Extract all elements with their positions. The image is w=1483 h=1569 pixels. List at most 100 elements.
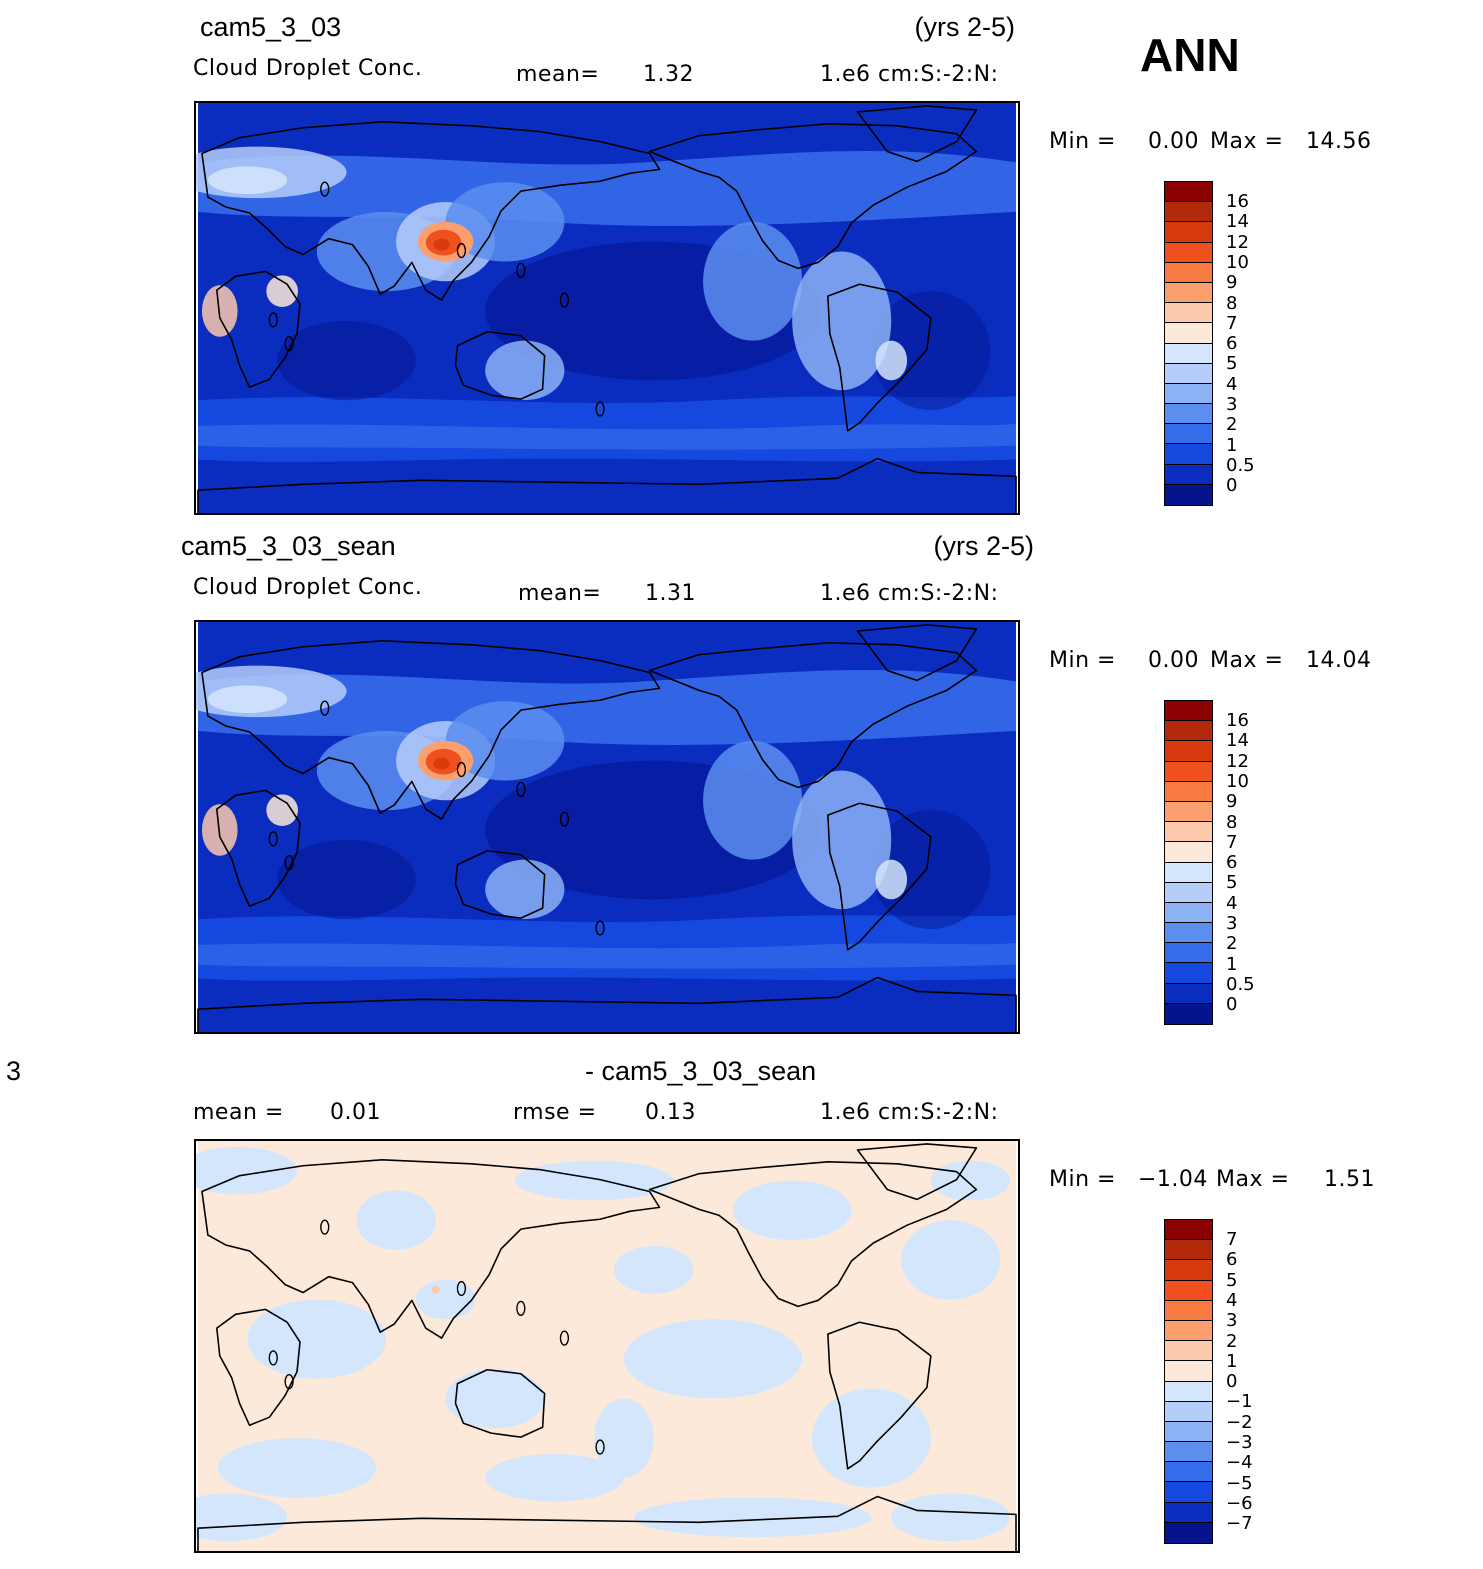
panel-1-colorbar-swatch [1165, 262, 1212, 283]
colorbar-tick-label: 7 [1226, 1229, 1238, 1250]
panel-2-colorbar-swatch [1165, 701, 1212, 722]
colorbar-tick-label: 0 [1226, 1371, 1238, 1393]
colorbar-tick-label: 7 [1226, 312, 1238, 334]
panel-1-map [194, 101, 1020, 515]
colorbar-tick-label: 3 [1226, 1310, 1238, 1332]
diff-colorbar-swatch [1165, 1341, 1212, 1362]
panel-1-colorbar-swatch [1165, 182, 1212, 203]
panel-2-case-name: cam5_3_03_sean [181, 531, 396, 561]
colorbar-tick-label: 3 [1226, 913, 1238, 934]
colorbar-tick-label: 4 [1226, 1289, 1238, 1311]
colorbar-tick-label: 1 [1226, 1350, 1238, 1372]
diff-title: - cam5_3_03_sean [585, 1056, 817, 1086]
colorbar-tick-label: −3 [1226, 1432, 1253, 1453]
colorbar-tick-label: −2 [1226, 1411, 1253, 1433]
panel-1-min-label: Min = [1049, 129, 1116, 154]
panel-1-units: 1.e6 cm:S:-2:N: [820, 62, 999, 87]
colorbar-tick-label: 4 [1226, 373, 1238, 395]
diff-colorbar [1164, 1219, 1213, 1544]
diff-colorbar-swatch [1165, 1442, 1212, 1463]
diff-rmse-label: rmse = [513, 1100, 597, 1125]
panel-2-colorbar [1164, 700, 1213, 1025]
panel-1-colorbar-swatch [1165, 242, 1212, 263]
colorbar-tick-label: −4 [1226, 1452, 1253, 1474]
colorbar-tick-label: 2 [1226, 1330, 1238, 1352]
colorbar-tick-label: 12 [1226, 750, 1249, 772]
colorbar-tick-label: 8 [1226, 292, 1238, 314]
colorbar-tick-label: 1 [1226, 434, 1238, 456]
colorbar-tick-label: 6 [1226, 333, 1238, 355]
panel-1-colorbar-swatch [1165, 222, 1212, 243]
panel-1-variable: Cloud Droplet Conc. [193, 56, 423, 81]
colorbar-tick-label: 3 [1226, 394, 1238, 415]
colorbar-tick-label: 4 [1226, 892, 1238, 914]
diff-colorbar-swatch [1165, 1421, 1212, 1443]
colorbar-tick-label: 6 [1226, 1249, 1238, 1271]
colorbar-tick-label: −1 [1226, 1391, 1253, 1413]
colorbar-tick-label: 10 [1226, 770, 1249, 792]
panel-2-colorbar-swatch [1165, 882, 1212, 903]
colorbar-tick-label: 12 [1226, 231, 1249, 253]
panel-1-case-name: cam5_3_03 [200, 12, 342, 42]
diff-colorbar-swatch [1165, 1502, 1212, 1523]
panel-2-colorbar-swatch [1165, 741, 1212, 762]
colorbar-tick-label: 2 [1226, 933, 1238, 955]
panel-2-colorbar-swatch [1165, 822, 1212, 843]
colorbar-tick-label: −7 [1226, 1513, 1253, 1535]
panel-2-min-label: Min = [1049, 648, 1116, 673]
colorbar-tick-label: 14 [1226, 730, 1249, 752]
panel-1-colorbar-swatch [1165, 484, 1212, 505]
panel-2-mean-label: mean= [518, 581, 602, 606]
colorbar-tick-label: 6 [1226, 852, 1238, 874]
panel-2-min-value: 0.00 [1148, 648, 1199, 673]
panel-2-colorbar-swatch [1165, 842, 1212, 863]
diff-colorbar-swatch [1165, 1260, 1212, 1281]
diff-min-value: −1.04 [1138, 1167, 1208, 1192]
colorbar-tick-label: 8 [1226, 811, 1238, 833]
colorbar-tick-label: 5 [1226, 872, 1238, 894]
diff-colorbar-swatch [1165, 1220, 1212, 1241]
diff-colorbar-swatch [1165, 1401, 1212, 1422]
panel-1-colorbar-swatch [1165, 282, 1212, 304]
diff-colorbar-swatch [1165, 1381, 1212, 1402]
colorbar-tick-label: 9 [1226, 272, 1238, 294]
panel-1-min-value: 0.00 [1148, 129, 1199, 154]
diff-units: 1.e6 cm:S:-2:N: [820, 1100, 999, 1125]
panel-2-units: 1.e6 cm:S:-2:N: [820, 581, 999, 606]
diff-max-label: Max = [1216, 1167, 1290, 1192]
colorbar-tick-label: −6 [1226, 1492, 1253, 1514]
panel-1-colorbar-swatch [1165, 383, 1212, 405]
panel-1-max-label: Max = [1210, 129, 1284, 154]
colorbar-tick-label: 5 [1226, 1269, 1238, 1291]
diff-left-fragment: 3 [6, 1056, 22, 1086]
colorbar-tick-label: 0 [1226, 475, 1238, 497]
colorbar-tick-label: 16 [1226, 191, 1249, 212]
panel-2-colorbar-swatch [1165, 902, 1212, 924]
panel-2-colorbar-swatch [1165, 781, 1212, 802]
diff-max-value: 1.51 [1324, 1167, 1375, 1192]
colorbar-tick-label: 1 [1226, 953, 1238, 975]
panel-2-colorbar-swatch [1165, 1003, 1212, 1024]
panel-1-colorbar-swatch [1165, 444, 1212, 465]
panel-2-colorbar-swatch [1165, 862, 1212, 883]
colorbar-tick-label: 0.5 [1226, 454, 1255, 476]
panel-1-colorbar-swatch [1165, 323, 1212, 344]
panel-2-map [194, 620, 1020, 1034]
panel-2-mean-value: 1.31 [645, 581, 696, 606]
panel-1-mean-label: mean= [516, 62, 600, 87]
panel-2-colorbar-swatch [1165, 923, 1212, 944]
panel-2-colorbar-swatch [1165, 983, 1212, 1004]
diff-rmse-value: 0.13 [645, 1100, 696, 1125]
colorbar-tick-label: 5 [1226, 353, 1238, 375]
colorbar-tick-label: 0 [1226, 994, 1238, 1016]
panel-2-years: (yrs 2-5) [933, 531, 1035, 561]
diff-colorbar-swatch [1165, 1240, 1212, 1261]
diff-colorbar-swatch [1165, 1482, 1212, 1503]
diff-colorbar-swatch [1165, 1280, 1212, 1301]
panel-2-colorbar-swatch [1165, 721, 1212, 742]
panel-1-colorbar-swatch [1165, 363, 1212, 384]
colorbar-tick-label: 10 [1226, 251, 1249, 273]
colorbar-tick-label: 7 [1226, 831, 1238, 853]
panel-1-colorbar [1164, 181, 1213, 506]
colorbar-tick-label: 14 [1226, 211, 1249, 233]
